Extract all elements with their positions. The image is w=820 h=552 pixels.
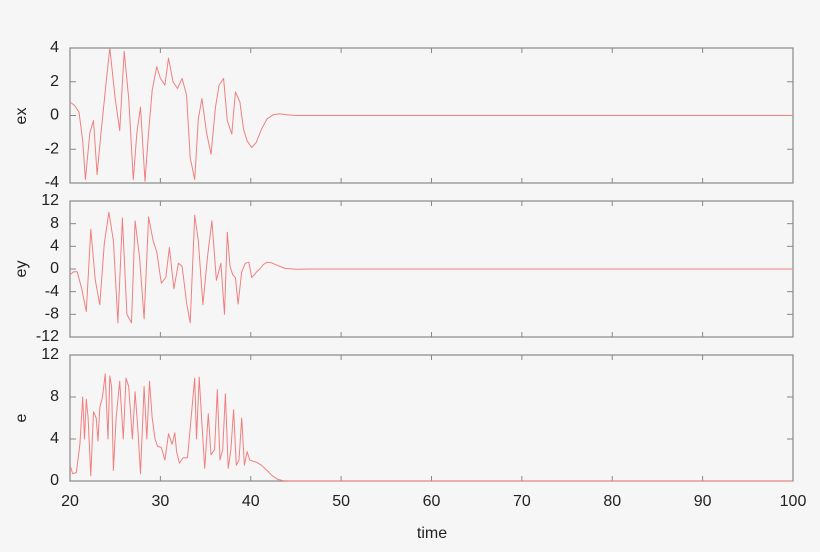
x-tick-label: 40 (242, 493, 260, 510)
x-tick-label: 90 (694, 493, 712, 510)
panel-ex: -4 -2 0 2 4 (45, 39, 794, 191)
y-tick-label: 8 (50, 388, 59, 405)
panel-ey: -12 -8 -4 0 4 8 12 (36, 192, 794, 345)
x-tick-label: 30 (151, 493, 169, 510)
y-tick-label: 0 (50, 472, 59, 489)
x-axis-label: time (417, 525, 447, 542)
y-axis-label-e: e (13, 413, 30, 422)
y-tick-label: 4 (50, 238, 59, 255)
series-line-ex (69, 47, 793, 182)
y-tick-label: 0 (50, 107, 59, 124)
y-tick-label: 4 (50, 430, 59, 447)
y-tick-label: -4 (45, 174, 59, 191)
x-tick-label: 50 (332, 493, 350, 510)
y-tick-label: 0 (50, 260, 59, 277)
series-line-e (69, 373, 793, 482)
series-line-ey (69, 211, 793, 324)
panel-e: 0 4 8 12 20 30 40 50 60 70 80 90 100 (41, 346, 806, 510)
y-tick-label: -4 (45, 283, 59, 300)
y-tick-label: 2 (50, 73, 59, 90)
x-tick-label: 60 (423, 493, 441, 510)
y-tick-label: 8 (50, 215, 59, 232)
x-tick-label: 70 (513, 493, 531, 510)
y-tick-label: 12 (41, 346, 59, 363)
y-tick-label: 4 (50, 39, 59, 56)
y-tick-label: -8 (45, 306, 59, 323)
x-tick-label: 100 (780, 493, 807, 510)
y-tick-label: -12 (36, 328, 59, 345)
plot-frame (69, 354, 794, 482)
y-axis-label-ex: ex (13, 108, 30, 125)
y-axis-label-ey: ey (13, 261, 30, 278)
y-tick-label: 12 (41, 192, 59, 209)
y-tick-label: -2 (45, 140, 59, 157)
x-tick-label: 80 (603, 493, 621, 510)
x-tick-label: 20 (61, 493, 79, 510)
